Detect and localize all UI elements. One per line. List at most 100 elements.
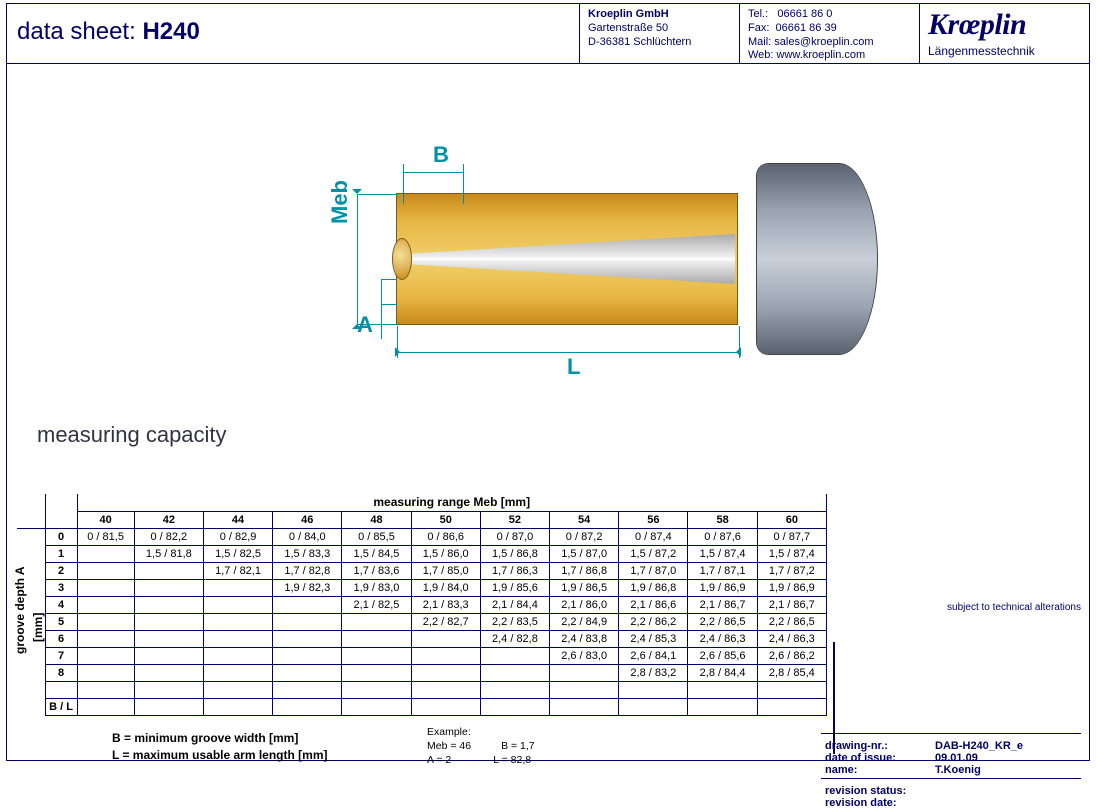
capacity-table: measuring range Meb [mm]4042444648505254…	[17, 494, 827, 716]
table-cell	[273, 647, 342, 664]
side-label-mm: [mm]	[31, 613, 45, 642]
example-a: A = 2	[427, 753, 451, 767]
table-cell: 1,7 / 83,6	[342, 562, 411, 579]
table-cell: 0 / 82,2	[134, 528, 203, 545]
table-cell: 0 / 87,4	[619, 528, 688, 545]
table-cell: 1,5 / 87,4	[757, 545, 826, 562]
table-cell: 2,1 / 84,4	[480, 596, 549, 613]
table-cell: 2,8 / 85,4	[757, 664, 826, 681]
table-cell: 1,7 / 87,2	[757, 562, 826, 579]
table-cell	[77, 698, 134, 715]
table-cell: 1,7 / 82,1	[203, 562, 272, 579]
example-l: L = 82,8	[493, 753, 531, 767]
logo-block: Krœplin Längenmesstechnik	[919, 4, 1089, 63]
table-cell	[688, 698, 757, 715]
table-cell	[757, 698, 826, 715]
table-cell: 0 / 87,7	[757, 528, 826, 545]
table-cell	[619, 698, 688, 715]
drawing-nr-label: drawing-nr.:	[825, 740, 935, 752]
table-cell	[134, 613, 203, 630]
company-city: D-36381 Schlüchtern	[588, 36, 731, 50]
dim-line	[403, 172, 463, 173]
instrument-handle	[757, 164, 877, 354]
table-cell	[342, 630, 411, 647]
table-cell: 2,1 / 86,7	[757, 596, 826, 613]
table-cell: 0 / 84,0	[273, 528, 342, 545]
example-block: Example: Meb = 46 B = 1,7 A = 2 L = 82,8	[427, 725, 535, 768]
company-name: Kroeplin GmbH	[588, 8, 669, 20]
table-cell	[134, 579, 203, 596]
table-cell	[203, 698, 272, 715]
title-prefix: data sheet:	[17, 18, 142, 45]
tel-label: Tel.:	[748, 8, 768, 20]
table-cell: 0 / 86,6	[411, 528, 480, 545]
table-cell	[550, 681, 619, 698]
table-cell	[134, 681, 203, 698]
fax-value: 06661 86 39	[776, 22, 837, 34]
example-meb: Meb = 46	[427, 739, 471, 753]
table-cell	[134, 562, 203, 579]
drawing-nr-value: DAB-H240_KR_e	[935, 740, 1023, 752]
table-row-head: B / L	[45, 698, 77, 715]
table-cell	[273, 613, 342, 630]
table-cell	[203, 681, 272, 698]
table-cell	[273, 664, 342, 681]
table-cell	[273, 596, 342, 613]
table-cell	[342, 647, 411, 664]
table-cell	[77, 613, 134, 630]
table-row-head: 8	[45, 664, 77, 681]
section-title: measuring capacity	[37, 422, 227, 448]
table-cell: 2,1 / 86,7	[688, 596, 757, 613]
table-cell: 2,8 / 84,4	[688, 664, 757, 681]
company-street: Gartenstraße 50	[588, 22, 731, 36]
table-cell	[77, 681, 134, 698]
side-label-a: groove depth A	[13, 566, 27, 654]
table-cell: 0 / 85,5	[342, 528, 411, 545]
table-cell: 1,9 / 86,8	[619, 579, 688, 596]
table-cell	[688, 681, 757, 698]
probe-tip	[393, 239, 411, 279]
table-cell	[134, 596, 203, 613]
table-cell	[619, 681, 688, 698]
table-cell	[134, 664, 203, 681]
table-cell	[342, 664, 411, 681]
table-cell: 2,4 / 85,3	[619, 630, 688, 647]
web-label: Web:	[748, 49, 773, 61]
table-cell	[480, 681, 549, 698]
table-cell	[203, 579, 272, 596]
dim-label-meb: Meb	[327, 180, 353, 224]
table-cell	[77, 579, 134, 596]
title-model: H240	[142, 18, 199, 45]
dim-line	[403, 164, 404, 204]
table-cell	[411, 698, 480, 715]
dim-line	[397, 352, 739, 353]
alterations-note: subject to technical alterations	[821, 494, 1081, 613]
table-col-head: 58	[688, 511, 757, 528]
dim-line	[357, 194, 358, 324]
mail-value: sales@kroeplin.com	[774, 36, 873, 48]
table-row-head: 1	[45, 545, 77, 562]
table-cell	[134, 630, 203, 647]
table-cell: 2,4 / 86,3	[688, 630, 757, 647]
table-cell: 2,1 / 83,3	[411, 596, 480, 613]
arrow-icon	[352, 189, 362, 199]
table-cell: 2,6 / 86,2	[757, 647, 826, 664]
table-cell: 2,4 / 82,8	[480, 630, 549, 647]
table-cell: 1,7 / 86,3	[480, 562, 549, 579]
table-cell	[411, 681, 480, 698]
table-cell: 1,5 / 86,8	[480, 545, 549, 562]
table-cell: 0 / 87,0	[480, 528, 549, 545]
dim-line	[463, 164, 464, 204]
vertical-separator	[833, 642, 835, 754]
dim-label-a: A	[357, 312, 373, 338]
table-row-head	[45, 681, 77, 698]
table-cell	[757, 681, 826, 698]
table-col-head: 50	[411, 511, 480, 528]
logo-text: Krœplin	[928, 6, 1081, 44]
table-cell: 0 / 81,5	[77, 528, 134, 545]
company-address: Kroeplin GmbH Gartenstraße 50 D-36381 Sc…	[579, 4, 739, 63]
table-cell: 1,9 / 83,0	[342, 579, 411, 596]
table-row-head: 0	[45, 528, 77, 545]
table-cell	[134, 647, 203, 664]
table-cell	[273, 698, 342, 715]
